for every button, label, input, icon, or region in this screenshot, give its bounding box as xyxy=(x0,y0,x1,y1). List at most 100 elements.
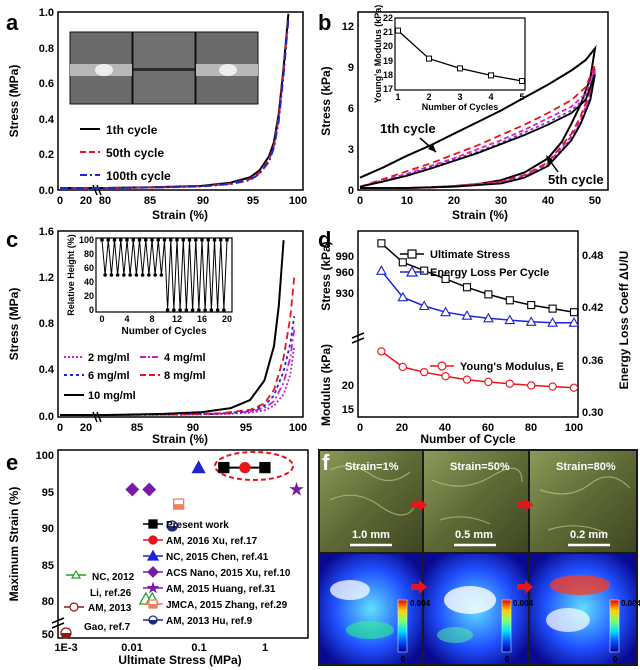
c-inset-point xyxy=(106,238,111,242)
f-scale-label-1: 1.0 mm xyxy=(352,529,390,541)
c-legend-label-2: 4 mg/ml xyxy=(164,352,206,364)
b-ytick: 0 xyxy=(348,185,354,197)
panel-b-series xyxy=(359,44,597,189)
f-colorbar-2 xyxy=(501,599,512,653)
c-ytick: 0.0 xyxy=(39,411,54,423)
panel-a-frame xyxy=(57,11,304,191)
b-inset-xtick: 3 xyxy=(457,92,462,102)
b-inset-ytick: 22 xyxy=(383,13,393,23)
c-inset-point xyxy=(209,308,214,312)
d-xtick: 80 xyxy=(525,422,537,434)
a-ytick: 0.8 xyxy=(39,43,54,55)
panel-d-frame xyxy=(357,230,579,418)
panel-b-inset: Young's Modulus (kPa) 17 18 19 20 21 22 … xyxy=(373,5,526,112)
panel-a-xlabel: Strain (%) xyxy=(152,208,208,222)
d-legend-label-3: Young's Modulus, E xyxy=(460,361,564,373)
c-inset-point xyxy=(115,273,120,277)
panel-b: b 0 3 6 9 12 0 10 20 30 40 50 Stress (kP… xyxy=(318,5,609,222)
a-legend-label-2: 50th cycle xyxy=(106,146,164,160)
panel-f-letter: f xyxy=(322,450,330,475)
panel-d-y-ticks-bottom: 15 20 xyxy=(342,380,354,416)
d-marker-ultimate-stress xyxy=(548,304,557,313)
f-colorbar-max-2: 0.004 xyxy=(513,599,534,608)
d-marker-youngs-modulus xyxy=(377,347,386,356)
f-colorbar-max-3: 0.004 xyxy=(621,599,640,608)
panel-b-frame xyxy=(357,11,609,191)
c-inset-point xyxy=(109,273,114,277)
b-xtick: 0 xyxy=(357,195,363,207)
c-line-4mg xyxy=(60,329,296,416)
c-inset-point xyxy=(143,238,148,242)
c-inset-point xyxy=(200,238,204,242)
f-colorbar-min-2: 0 xyxy=(505,655,510,664)
b-arrowhead-5th xyxy=(546,155,553,164)
a-photo-sample-3 xyxy=(219,64,237,76)
panel-b-x-ticks: 0 10 20 30 40 50 xyxy=(357,195,601,207)
a-photo-band-2 xyxy=(133,68,195,71)
b-inset-xtick: 2 xyxy=(426,92,431,102)
e-legend-marker-half xyxy=(149,620,157,624)
e-point-acs-nano-2015-xu-ref-10 xyxy=(125,482,140,497)
e-ytick: 50 xyxy=(42,629,54,641)
c-inset-point xyxy=(187,238,192,242)
d-marker-ultimate-stress xyxy=(527,301,536,310)
c-inset-point xyxy=(162,238,167,242)
d-xtick: 0 xyxy=(357,422,363,434)
d-ytick-bottom: 15 xyxy=(342,404,354,416)
e-point-jmca-2015-zhang-ref-29-half xyxy=(173,504,184,510)
panel-f: 0.004 0 0.004 0 0.004 0 f Strain=1% Stra… xyxy=(318,449,640,666)
panel-e-x-ticks: 1E-3 0.01 0.1 1 xyxy=(54,642,268,654)
b-inset-xlabel: Number of Cycles xyxy=(422,102,499,112)
c-inset-xlabel: Number of Cycles xyxy=(121,326,206,337)
b-xtick: 20 xyxy=(448,195,460,207)
e-legend-label: Present work xyxy=(166,520,229,531)
d-marker-ultimate-stress xyxy=(420,266,429,275)
e-legend-marker xyxy=(146,581,160,594)
c-ytick: 0.8 xyxy=(39,318,54,330)
a-xtick: 100 xyxy=(289,195,307,207)
panel-d-ylabel-bottom: Modulus (kPa) xyxy=(319,344,333,426)
c-inset-point xyxy=(225,238,229,242)
f-map-blob xyxy=(330,580,370,600)
d-marker-youngs-modulus xyxy=(441,372,450,381)
panel-e-markers xyxy=(60,460,304,639)
f-arrow-icon xyxy=(411,580,427,594)
panel-c-axis-break xyxy=(92,411,102,423)
a-line-50th-cycle xyxy=(60,17,290,189)
e-ytick: 90 xyxy=(42,523,54,535)
f-strain-label-1: Strain=1% xyxy=(345,461,399,473)
e-ytick: 95 xyxy=(42,487,54,499)
e-ytick: 80 xyxy=(42,596,54,608)
c-inset-point xyxy=(193,238,198,242)
panel-c-series xyxy=(60,240,296,416)
c-inset-point xyxy=(181,238,186,242)
f-scale-label-3: 0.2 mm xyxy=(570,529,608,541)
panel-c-inset: Relative Height (%) 0 20 40 60 80 100 0 … xyxy=(66,234,233,337)
e-xtick: 1 xyxy=(262,642,268,654)
b-xtick: 30 xyxy=(495,195,507,207)
f-colorbar-max-1: 0.004 xyxy=(410,599,431,608)
b-loop-2nd-cycle xyxy=(359,64,596,189)
d-marker-ultimate-stress xyxy=(462,283,472,292)
panel-d-letter: d xyxy=(318,227,331,252)
e-legend-marker-half xyxy=(149,604,157,608)
panel-d: d 930 960 990 15 20 0.30 0.36 0.42 0.48 … xyxy=(318,227,631,446)
d-legend-circle-marker xyxy=(437,361,447,371)
c-legend-label-1: 2 mg/ml xyxy=(88,352,130,364)
d-marker-ultimate-stress xyxy=(441,274,450,283)
e-point-am-2013-hu-ref-9-half xyxy=(167,526,178,531)
d-ytick-right: 0.30 xyxy=(582,407,603,419)
e-label-li: Li, ref.26 xyxy=(90,588,132,599)
c-inset-ytick: 80 xyxy=(84,249,94,259)
c-inset-point xyxy=(206,238,211,242)
panel-c: c 0.0 0.4 0.8 1.2 1.6 0 20 85 90 95 100 … xyxy=(6,226,307,446)
c-inset-point xyxy=(131,238,136,242)
d-legend-label-2: Energy Loss Per Cycle xyxy=(430,267,549,279)
c-legend-label-3: 6 mg/ml xyxy=(88,370,130,382)
panel-a-x-ticks: 0 20 80 85 90 95 100 xyxy=(57,195,307,207)
d-marker-youngs-modulus xyxy=(420,368,429,377)
panel-c-xlabel: Strain (%) xyxy=(152,432,208,446)
d-line-ultimate-stress xyxy=(380,242,575,313)
f-sem-image-3 xyxy=(530,451,636,552)
c-inset-ylabel: Relative Height (%) xyxy=(66,234,76,316)
